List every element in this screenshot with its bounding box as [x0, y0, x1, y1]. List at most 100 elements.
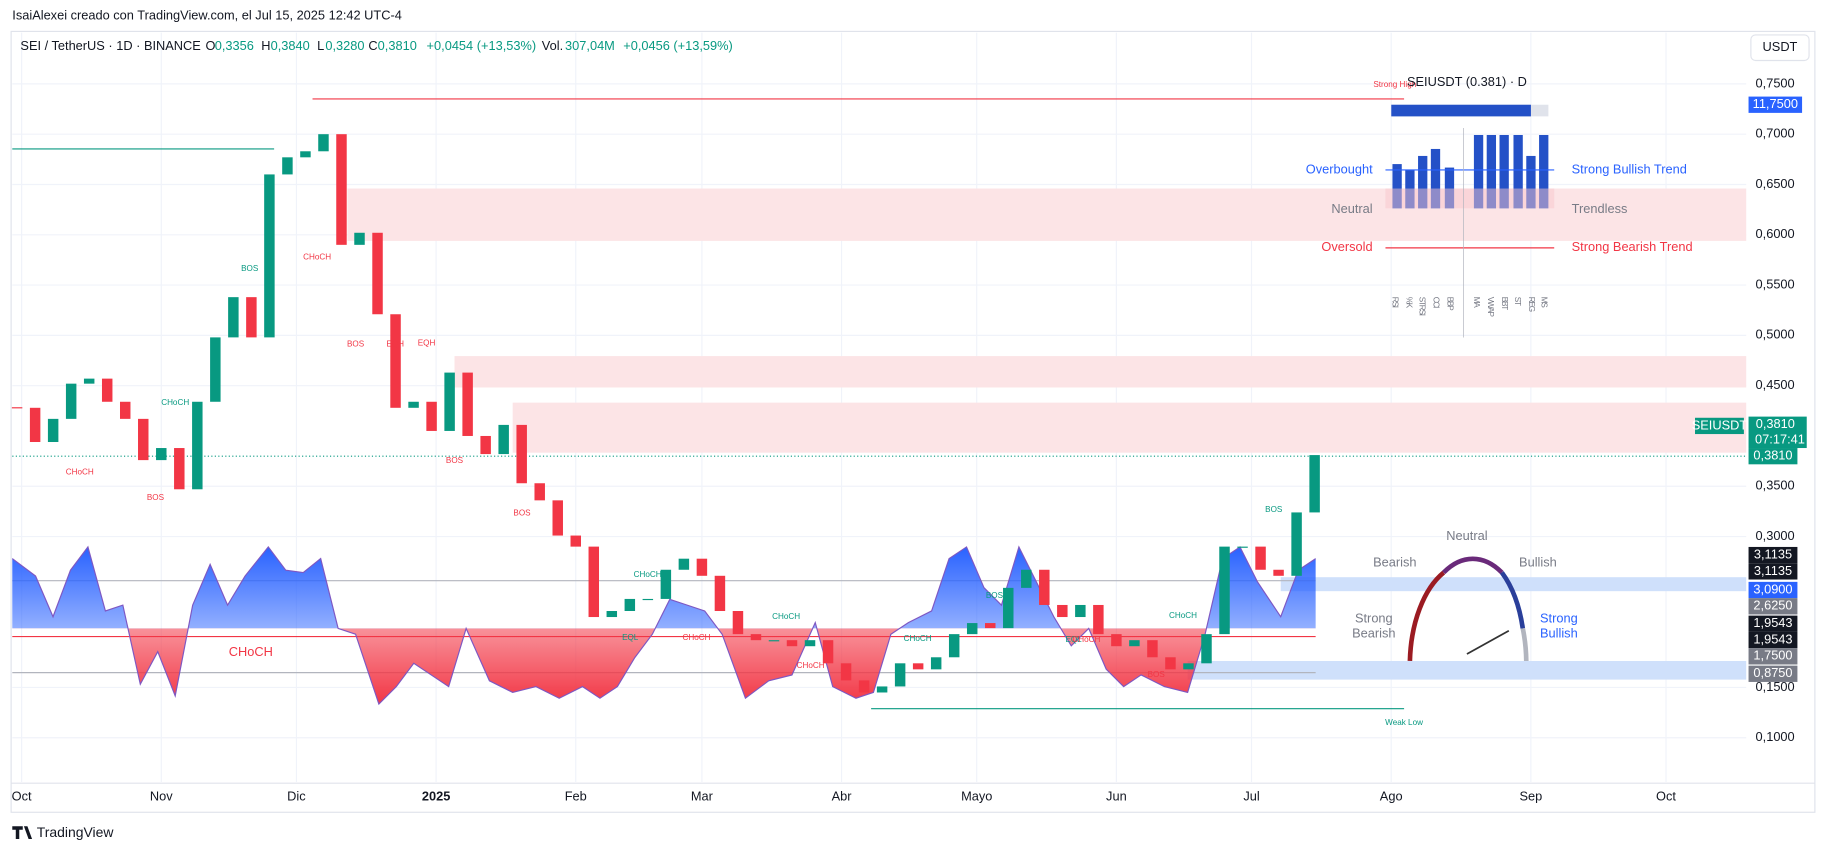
indicator-label: MA — [1472, 297, 1481, 309]
osc-tag-text: 1,7500 — [1753, 648, 1792, 663]
candle — [876, 686, 888, 693]
candle — [65, 383, 77, 419]
x-tick-label: Jul — [1243, 789, 1259, 804]
candle — [264, 174, 275, 338]
candle — [534, 483, 545, 501]
smc-label: CHoCH — [161, 398, 189, 407]
candle — [390, 314, 401, 408]
smc-label: BOS — [347, 340, 365, 349]
candle — [318, 134, 329, 152]
candle — [1273, 569, 1284, 576]
smc-label: CHoCH — [634, 570, 662, 579]
x-tick-label: 2025 — [422, 789, 450, 804]
candle — [29, 407, 41, 443]
chart-frame — [10, 30, 1816, 813]
osc-tag — [1748, 546, 1798, 564]
candle — [282, 157, 293, 175]
smc-label: EQL — [1065, 635, 1082, 644]
candle — [1237, 546, 1248, 548]
candle — [660, 569, 672, 599]
ohlc-label: L — [317, 38, 324, 53]
osc-tag — [1748, 631, 1798, 649]
candle — [966, 623, 978, 635]
candle — [750, 634, 762, 641]
price-tag — [1748, 448, 1798, 465]
ohlc-value: 0,3810 — [378, 38, 417, 53]
y-tick-label: 0,3500 — [1756, 478, 1795, 493]
currency-button[interactable] — [1750, 34, 1810, 62]
candle — [552, 500, 563, 536]
smc-label: CHoCH — [303, 252, 331, 261]
widget-label: Strong Bullish Trend — [1572, 161, 1687, 176]
symbol-tag-text: SEIUSDT — [1692, 417, 1748, 432]
price-tag — [1748, 416, 1807, 449]
smc-label: EQH — [418, 338, 436, 347]
candle — [101, 378, 113, 402]
candle — [1291, 512, 1302, 576]
widget-label: Oversold — [1321, 239, 1372, 254]
candle — [588, 546, 600, 618]
smc-label: BOS — [1148, 670, 1166, 679]
ohlc-value: 0,3280 — [325, 38, 364, 53]
candle — [1255, 546, 1266, 570]
smc-label: CHoCH — [1072, 635, 1100, 644]
osc-tag-text: 1,9543 — [1753, 631, 1792, 646]
candle — [840, 663, 852, 681]
vol-label: Vol. — [542, 38, 563, 53]
x-tick-label: Oct — [12, 789, 32, 804]
smc-label: Weak Low — [1385, 718, 1423, 727]
x-tick-label: Dic — [287, 789, 306, 804]
y-tick-label: 0,1000 — [1756, 729, 1795, 744]
candle — [570, 535, 581, 547]
smc-label: CHoCH — [797, 661, 825, 670]
x-tick-label: Feb — [565, 789, 587, 804]
osc-tag-text: 1,9543 — [1753, 615, 1792, 630]
candle — [1057, 604, 1068, 618]
ohlc-value: 0,3840 — [271, 38, 310, 53]
candle — [678, 558, 690, 570]
x-tick-label: Sep — [1519, 789, 1542, 804]
y-tick-label: 0,3000 — [1756, 528, 1795, 543]
x-tick-label: Abr — [832, 789, 853, 804]
indicator-widget: SEIUSDT (0.381) · D Overbought Neutral O… — [1306, 74, 1693, 338]
symbol-bar: SEI / TetherUS · 1D · BINANCE O 0,3356 H… — [20, 38, 732, 53]
osc-tag — [1748, 563, 1798, 580]
smc-label: CHoCH — [904, 634, 932, 643]
candle — [985, 623, 996, 629]
candle — [1219, 546, 1230, 635]
candle — [210, 337, 221, 402]
candle — [47, 418, 59, 443]
ohlc-label: H — [261, 38, 270, 53]
osc-line — [11, 545, 1316, 706]
y-tick-label: 0,4500 — [1756, 377, 1795, 392]
logo — [12, 826, 33, 840]
smc-label: CHoCH — [66, 468, 94, 477]
candle — [192, 401, 203, 490]
ohlc-value: 0,3356 — [215, 38, 254, 53]
candle — [624, 598, 636, 612]
candle — [1309, 455, 1320, 513]
candle — [732, 611, 744, 635]
brand: TradingView — [37, 824, 115, 840]
vol-value: 307,04M — [565, 38, 615, 53]
candle — [1183, 663, 1194, 670]
demand-zone — [1280, 577, 1747, 592]
indicator-label: CCI — [1431, 297, 1440, 308]
widget-label: Trendless — [1572, 201, 1628, 216]
osc-tag — [1748, 615, 1798, 632]
candle — [1039, 569, 1050, 605]
candle — [174, 448, 185, 490]
candle — [444, 372, 455, 431]
ohlc-label: C — [368, 38, 377, 53]
candle — [516, 424, 527, 484]
currency[interactable]: USDT — [1763, 39, 1798, 54]
candle — [336, 134, 347, 245]
osc-tag-text: 2,6250 — [1753, 598, 1792, 613]
y-tick-label: 0,7500 — [1756, 75, 1795, 90]
supply-zone — [512, 402, 1747, 453]
smc-label: CHoCH — [229, 644, 273, 659]
indicator-label: MS — [1540, 297, 1549, 309]
osc-tag-text: 0,8750 — [1753, 665, 1792, 680]
gauge: Neutral Bearish Bullish Strong Bearish S… — [1352, 528, 1578, 662]
candle — [426, 401, 437, 431]
